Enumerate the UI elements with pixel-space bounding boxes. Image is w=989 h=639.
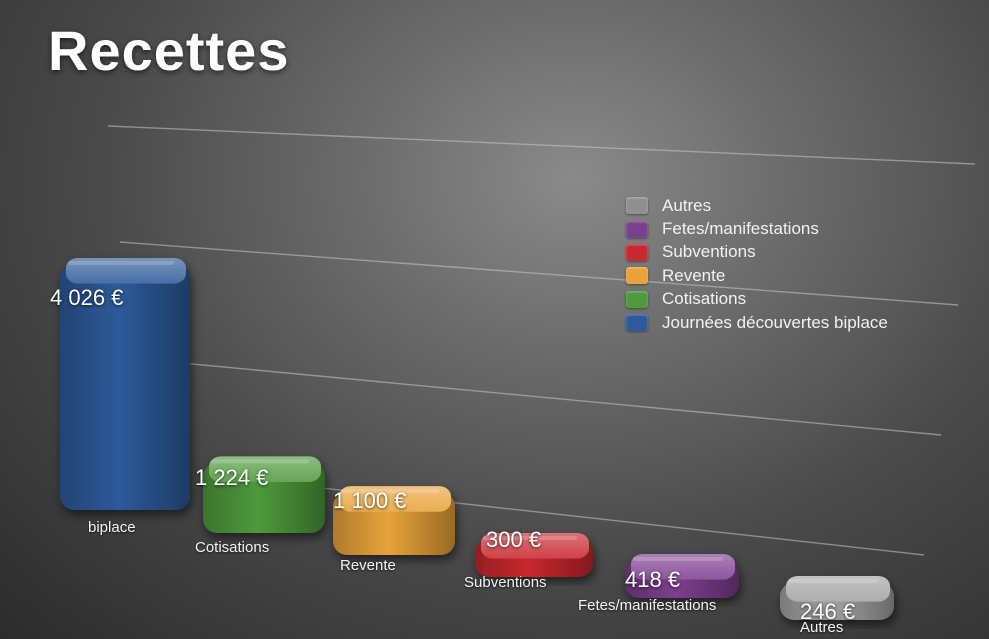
legend-swatch: [626, 243, 648, 261]
value-label: 1 224 €: [195, 465, 268, 490]
bar-highlight: [483, 536, 577, 540]
value-label: 246 €: [800, 599, 855, 624]
chart-legend: Autres Fetes/manifestations Subventions Rev…: [626, 194, 888, 334]
legend-label: Cotisations: [662, 289, 747, 309]
legend-swatch: [626, 267, 648, 285]
bar-4: [475, 533, 593, 577]
legend-item: Journées découvertes biplace: [626, 311, 888, 334]
bar-highlight: [633, 557, 723, 561]
value-label: 4 026 €: [50, 285, 123, 310]
category-label: Revente: [340, 557, 396, 574]
legend-label: Autres: [662, 195, 712, 215]
bar-front-face: [60, 264, 190, 510]
legend-swatch: [626, 220, 648, 238]
grid-line: [119, 241, 959, 306]
bars-group: [60, 258, 894, 620]
legend-item: Revente: [626, 264, 888, 287]
legend-swatch: [626, 314, 648, 332]
bar-5: [625, 554, 739, 598]
bar-highlight: [341, 489, 439, 494]
legend-item: Autres: [626, 194, 888, 217]
bar-highlight: [211, 459, 309, 464]
legend-swatch: [626, 290, 648, 308]
category-label: Cotisations: [195, 539, 269, 556]
legend-item: Subventions: [626, 241, 888, 264]
category-label: Autres: [800, 619, 843, 636]
legend-label: Revente: [662, 265, 726, 285]
category-label: biplace: [88, 519, 136, 536]
bar-3: [333, 486, 455, 555]
chart-title: Recettes: [48, 19, 290, 82]
bar-1: [60, 258, 190, 510]
legend-item: Fetes/manifestations: [626, 217, 888, 240]
grid-line: [107, 125, 976, 165]
bar-highlight: [788, 579, 878, 583]
legend-item: Cotisations: [626, 288, 888, 311]
bar-6: [780, 576, 894, 620]
legend-label: Subventions: [662, 242, 756, 262]
value-label: 1 100 €: [333, 488, 406, 513]
category-label: Subventions: [464, 574, 547, 591]
bar-highlight: [68, 261, 174, 265]
legend-label: Fetes/manifestations: [662, 219, 819, 239]
legend-swatch: [626, 197, 648, 215]
category-label: Fetes/manifestations: [578, 597, 716, 614]
value-label: 418 €: [625, 567, 680, 592]
legend-label: Journées découvertes biplace: [662, 312, 888, 332]
labels-group: 4 026 € 1 224 € 1 100 € 300 € 418 € 246 € bipl…: [50, 285, 855, 636]
value-label: 300 €: [486, 527, 541, 552]
grid-line: [149, 359, 942, 436]
bar-2: [203, 456, 325, 533]
